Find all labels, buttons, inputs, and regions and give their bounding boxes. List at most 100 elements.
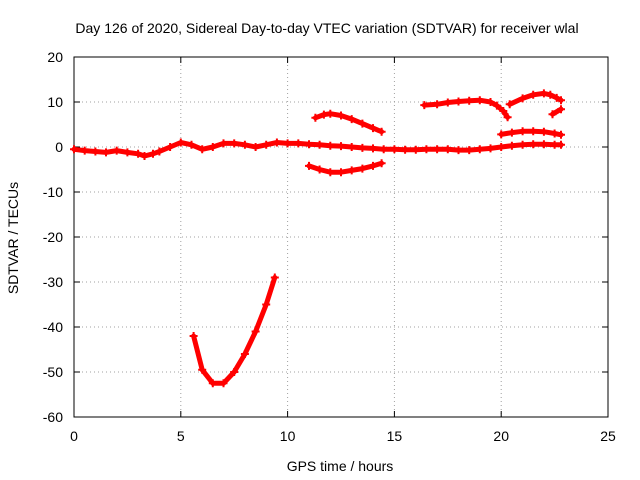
data-point bbox=[219, 379, 228, 388]
track-dip bbox=[189, 273, 279, 388]
x-tick-label: 20 bbox=[493, 428, 509, 444]
data-point bbox=[230, 139, 239, 148]
data-point bbox=[492, 101, 501, 110]
data-point bbox=[379, 145, 388, 154]
data-point bbox=[251, 327, 260, 336]
data-point bbox=[486, 98, 495, 106]
y-axis-label: SDTVAR / TECUs bbox=[5, 182, 21, 294]
data-point bbox=[422, 145, 431, 154]
x-tick-label: 10 bbox=[280, 428, 296, 444]
data-point bbox=[102, 148, 110, 157]
data-point bbox=[443, 98, 452, 107]
data-point bbox=[454, 97, 463, 106]
data-point bbox=[347, 115, 356, 124]
data-point bbox=[411, 145, 420, 154]
y-tick-label: -50 bbox=[43, 364, 63, 380]
track-three bbox=[497, 127, 565, 139]
data-point bbox=[326, 141, 335, 150]
y-tick-label: -40 bbox=[43, 319, 63, 335]
grid-lines bbox=[74, 57, 608, 417]
data-point bbox=[454, 146, 463, 155]
data-point bbox=[518, 140, 527, 149]
data-point bbox=[465, 146, 474, 155]
data-point bbox=[518, 94, 527, 103]
data-point bbox=[176, 138, 185, 147]
track-ten bbox=[420, 96, 512, 122]
data-point bbox=[294, 139, 303, 148]
data-point bbox=[347, 166, 356, 175]
data-point bbox=[539, 140, 548, 149]
data-point bbox=[505, 100, 514, 109]
data-point bbox=[326, 168, 335, 177]
data-point bbox=[315, 140, 324, 149]
data-point bbox=[529, 90, 538, 99]
track-ten-line bbox=[421, 97, 511, 120]
data-point bbox=[91, 147, 100, 156]
data-point bbox=[166, 143, 175, 151]
data-point bbox=[198, 365, 207, 374]
data-point bbox=[433, 145, 442, 154]
data-point bbox=[548, 110, 557, 119]
y-tick-label: -30 bbox=[43, 274, 63, 290]
y-tick-label: -60 bbox=[43, 409, 63, 425]
track-twelve bbox=[505, 89, 565, 109]
data-series bbox=[70, 89, 565, 388]
data-point bbox=[475, 145, 484, 154]
data-point bbox=[358, 164, 367, 173]
data-point bbox=[80, 146, 89, 155]
data-point bbox=[208, 143, 217, 151]
data-point bbox=[529, 140, 538, 149]
data-point bbox=[486, 144, 495, 153]
data-point bbox=[305, 161, 313, 170]
track-eight bbox=[548, 105, 565, 119]
chart-title: Day 126 of 2020, Sidereal Day-to-day VTE… bbox=[75, 20, 578, 36]
track-baseline bbox=[70, 138, 565, 160]
data-point bbox=[140, 152, 149, 160]
data-point bbox=[70, 145, 78, 154]
data-point bbox=[475, 96, 484, 105]
data-point bbox=[529, 127, 538, 136]
data-point bbox=[337, 111, 345, 120]
data-point bbox=[187, 140, 196, 149]
axis-ticks: 0 5 10 15 20 25 -60 -50 -40 -30 -20 -10 0 10 20 bbox=[43, 49, 616, 444]
data-point bbox=[198, 145, 207, 154]
x-tick-label: 5 bbox=[177, 428, 185, 444]
data-point bbox=[219, 139, 228, 148]
data-point bbox=[337, 142, 345, 151]
data-point bbox=[546, 90, 555, 99]
track-lower-mid bbox=[305, 159, 386, 177]
data-point bbox=[465, 96, 474, 105]
data-point bbox=[189, 332, 198, 340]
data-point bbox=[497, 130, 506, 139]
data-point bbox=[499, 107, 508, 115]
data-point bbox=[305, 140, 313, 149]
data-point bbox=[283, 139, 292, 148]
data-point bbox=[557, 130, 565, 139]
data-point bbox=[443, 145, 452, 154]
data-point bbox=[390, 145, 399, 154]
data-point bbox=[377, 127, 386, 136]
data-point bbox=[401, 145, 410, 154]
data-point bbox=[497, 143, 506, 151]
data-point bbox=[347, 143, 356, 151]
data-point bbox=[240, 140, 249, 149]
data-point bbox=[369, 161, 377, 170]
data-point bbox=[123, 148, 132, 157]
data-point bbox=[270, 273, 279, 282]
data-point bbox=[369, 124, 377, 133]
data-point bbox=[420, 101, 429, 110]
data-point bbox=[262, 300, 271, 309]
data-point bbox=[149, 149, 157, 158]
data-point bbox=[557, 140, 565, 149]
data-point bbox=[552, 93, 561, 102]
data-point bbox=[272, 138, 281, 147]
y-tick-label: -20 bbox=[43, 229, 63, 245]
y-tick-label: 20 bbox=[47, 49, 63, 65]
data-point bbox=[262, 140, 271, 149]
x-tick-label: 25 bbox=[600, 428, 616, 444]
data-point bbox=[358, 119, 367, 128]
x-axis-label: GPS time / hours bbox=[287, 458, 394, 474]
data-point bbox=[377, 159, 386, 168]
x-tick-label: 15 bbox=[387, 428, 403, 444]
